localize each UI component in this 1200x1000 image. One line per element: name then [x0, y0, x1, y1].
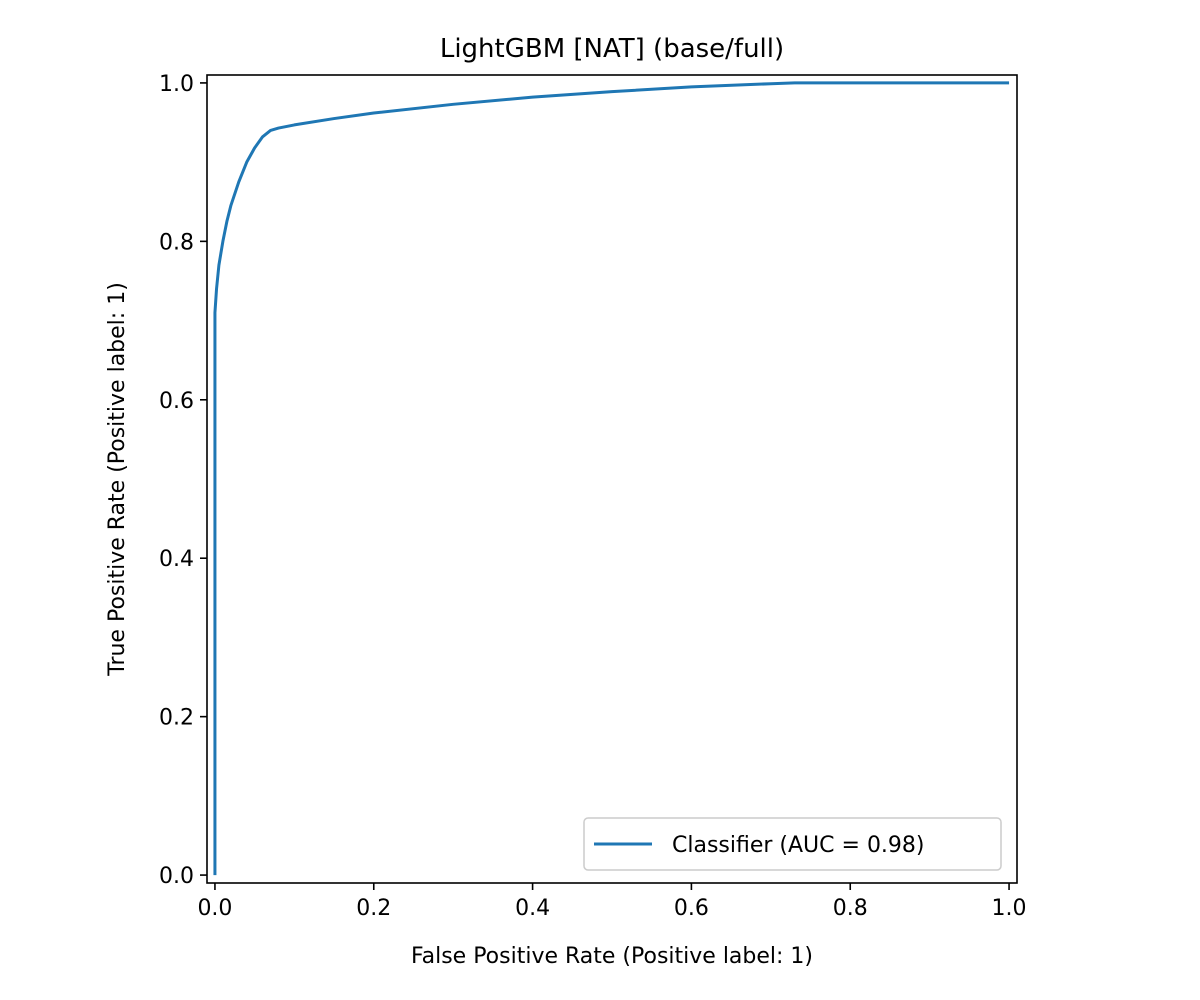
x-tick-label: 0.4	[515, 896, 550, 921]
x-tick-label: 0.8	[833, 896, 868, 921]
x-tick-label: 0.0	[197, 896, 232, 921]
y-tick-label: 0.8	[159, 230, 194, 255]
x-tick-label: 0.2	[356, 896, 391, 921]
x-tick-label: 1.0	[992, 896, 1027, 921]
y-tick-label: 1.0	[159, 72, 194, 97]
y-tick-label: 0.0	[159, 864, 194, 889]
legend: Classifier (AUC = 0.98)	[583, 817, 1002, 871]
y-tick-label: 0.6	[159, 389, 194, 414]
plot-area	[213, 81, 1010, 876]
y-tick-label: 0.4	[159, 547, 194, 572]
legend-box	[583, 817, 1002, 871]
chart-title: LightGBM [NAT] (base/full)	[440, 34, 784, 64]
axis-ticks: 0.0 0.2 0.4 0.6 0.8 1.0 0.0 0.2 0.4 0.6 0.8 1.0	[159, 72, 1027, 921]
axes-frame	[206, 74, 1018, 884]
roc-curve-line-0	[213, 81, 1010, 876]
legend-entry-classifier: Classifier (AUC = 0.98)	[672, 833, 925, 858]
y-axis-label: True Positive Rate (Positive label: 1)	[105, 282, 130, 677]
x-axis-label: False Positive Rate (Positive label: 1)	[411, 944, 813, 969]
y-tick-label: 0.2	[159, 706, 194, 731]
x-tick-label: 0.6	[674, 896, 709, 921]
